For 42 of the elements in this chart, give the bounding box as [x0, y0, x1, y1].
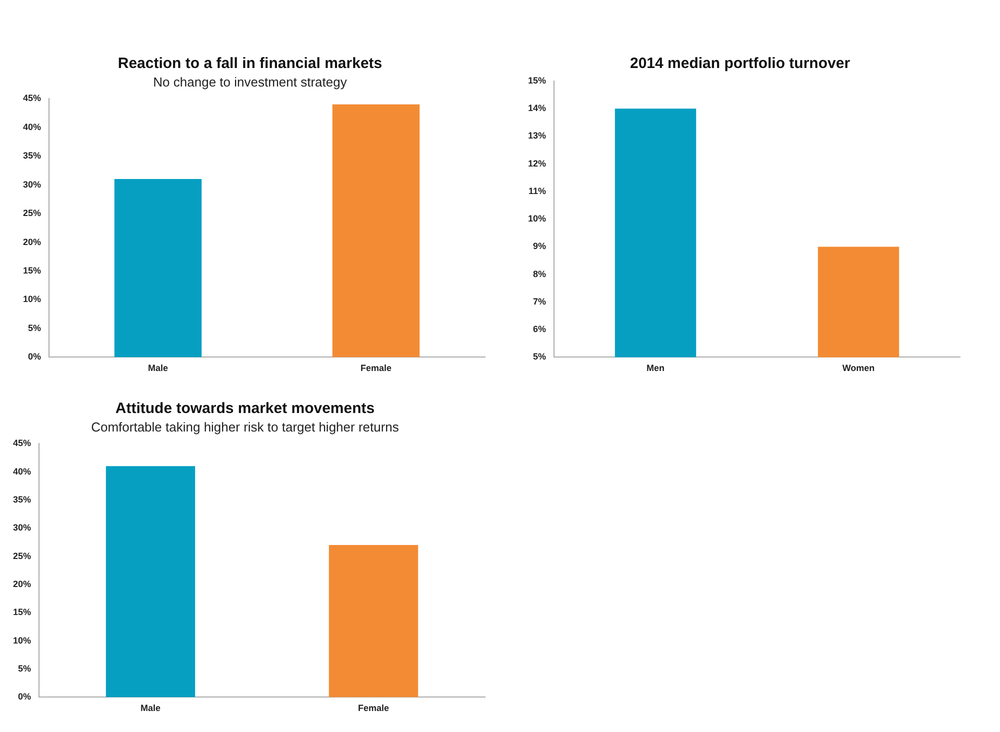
y-tick-label: 40%	[23, 122, 42, 132]
chart-subtitle: Comfortable taking higher risk to target higher returns	[91, 419, 400, 434]
y-tick-label: 25%	[13, 550, 32, 561]
y-tick-label: 10%	[23, 294, 42, 304]
y-tick-label: 45%	[13, 438, 32, 448]
y-tick-label: 13%	[528, 130, 546, 141]
x-tick-label: Female	[358, 703, 390, 714]
y-tick-label: 20%	[23, 236, 42, 247]
y-tick-label: 15%	[528, 75, 546, 86]
y-tick-label: 0%	[28, 352, 42, 362]
chart-title: Reaction to a fall in financial markets	[118, 55, 382, 72]
x-tick-label: Male	[140, 703, 161, 714]
y-tick-label: 14%	[528, 103, 546, 114]
y-tick-label: 5%	[28, 322, 42, 333]
y-tick-label: 9%	[533, 241, 546, 252]
y-tick-label: 6%	[533, 324, 546, 334]
y-tick-label: 8%	[533, 268, 546, 279]
y-tick-label: 10%	[13, 635, 32, 646]
y-tick-label: 12%	[528, 158, 546, 168]
x-tick-label: Male	[148, 363, 168, 374]
y-tick-label: 45%	[23, 93, 42, 104]
y-tick-label: 25%	[23, 208, 42, 218]
y-tick-label: 20%	[13, 578, 32, 589]
y-tick-label: 5%	[533, 352, 546, 362]
y-tick-label: 30%	[13, 522, 32, 533]
y-tick-label: 11%	[528, 186, 546, 196]
y-tick-label: 0%	[18, 692, 32, 702]
chart-subtitle: No change to investment strategy	[153, 74, 348, 90]
y-tick-label: 10%	[528, 214, 546, 224]
y-tick-label: 7%	[533, 296, 546, 306]
x-tick-label: Men	[646, 363, 665, 374]
y-tick-label: 40%	[13, 466, 32, 476]
x-tick-label: Female	[360, 363, 392, 374]
x-tick-label: Women	[842, 363, 875, 374]
y-tick-label: 5%	[18, 664, 32, 674]
y-tick-label: 35%	[13, 494, 32, 504]
chart-title: 2014 median portfolio turnover	[630, 55, 850, 72]
y-tick-label: 15%	[13, 607, 32, 618]
y-tick-label: 15%	[23, 265, 42, 276]
y-tick-label: 30%	[23, 179, 42, 190]
chart-title: Attitude towards market movements	[115, 400, 375, 418]
y-tick-label: 35%	[23, 150, 42, 161]
